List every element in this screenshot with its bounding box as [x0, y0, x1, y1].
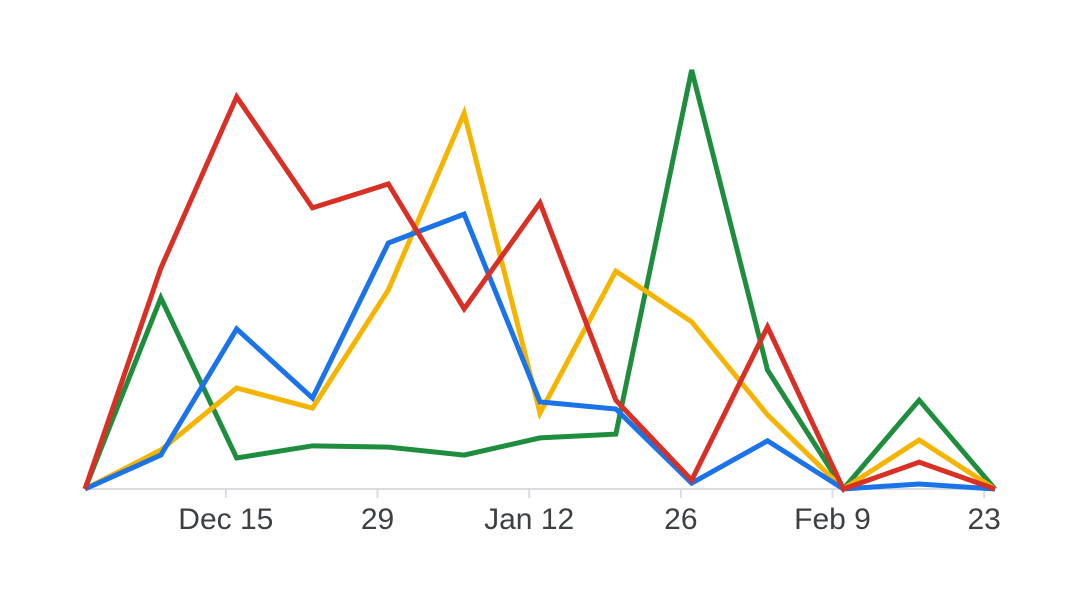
- series-line: [83, 210, 996, 492]
- x-tick-label: Feb 9: [794, 503, 871, 536]
- x-tick-label: Jan 12: [484, 503, 574, 536]
- x-tick-label: 26: [664, 503, 697, 536]
- series-line: [82, 91, 996, 493]
- x-tick-label: 23: [967, 503, 1000, 536]
- x-tick-label: Dec 15: [178, 503, 273, 536]
- x-tick-label: 29: [361, 503, 394, 536]
- series-line: [83, 105, 997, 493]
